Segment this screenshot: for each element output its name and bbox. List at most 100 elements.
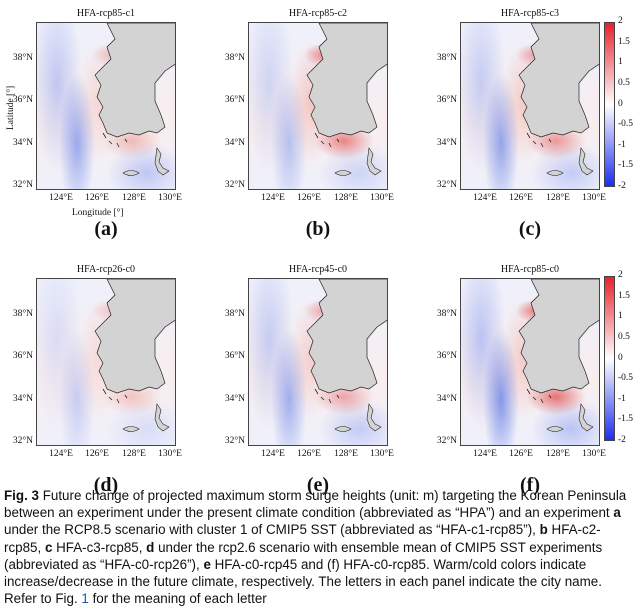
caption-text-6: HFA-c0-rcp45 and (f) HFA-c0-rcp85. Warm/… — [4, 556, 602, 607]
colorbar-tick-label: 1 — [618, 57, 623, 68]
y-tick-label: 32°N — [12, 436, 33, 446]
caption-figure-ref[interactable]: 1 — [81, 591, 89, 607]
colorbar-tick-label: 1.5 — [618, 290, 630, 301]
colorbar-tick-label: 1 — [618, 311, 623, 322]
y-tick-label: 32°N — [436, 180, 457, 190]
x-tick-label: 128°E — [334, 449, 358, 459]
x-tick-label: 126°E — [85, 449, 109, 459]
x-tick-label: 130°E — [370, 449, 394, 459]
panel-title: HFA-rcp85-c1 — [76, 8, 136, 19]
x-tick-label: 130°E — [582, 193, 606, 203]
colorbar-tick-label: 2 — [618, 16, 623, 26]
colorbar-tick-label: -1.5 — [618, 414, 634, 425]
map-panel — [460, 22, 600, 190]
colorbar-top — [604, 22, 615, 187]
caption-text-3: HFA-c2-rcp85, — [4, 522, 601, 555]
caption-d: d — [146, 539, 155, 555]
panel-letter: (b) — [305, 218, 331, 240]
colorbar-tick-label: 0.5 — [618, 77, 630, 88]
panel-title: HFA-rcp26-c0 — [76, 264, 136, 275]
colorbar-tick-label: 0.5 — [618, 331, 630, 342]
y-tick-label: 36°N — [436, 351, 457, 361]
ylabel: Latitude [°] — [6, 85, 16, 130]
y-tick-label: 38°N — [224, 309, 245, 319]
panel-letter: (f) — [520, 474, 540, 496]
peninsula-land — [518, 23, 599, 176]
y-tick-label: 34°N — [12, 138, 33, 148]
x-tick-label: 126°E — [297, 449, 321, 459]
x-tick-label: 130°E — [158, 449, 182, 459]
colorbar-tick-label: -0.5 — [618, 119, 634, 130]
x-tick-label: 126°E — [297, 193, 321, 203]
y-tick-label: 38°N — [436, 53, 457, 63]
y-tick-label: 38°N — [436, 309, 457, 319]
y-tick-label: 32°N — [224, 180, 245, 190]
colorbar-tick-label: 0 — [618, 352, 623, 363]
x-tick-label: 124°E — [473, 193, 497, 203]
x-tick-label: 124°E — [49, 449, 73, 459]
x-tick-label: 128°E — [122, 193, 146, 203]
y-tick-label: 34°N — [224, 138, 245, 148]
colorbar-tick-label: 0 — [618, 98, 623, 109]
map-panel — [36, 22, 176, 190]
panel-letter: (e) — [306, 474, 330, 496]
x-tick-label: 126°E — [509, 449, 533, 459]
colorbar-tick-label: -1.5 — [618, 160, 634, 171]
x-tick-label: 124°E — [261, 193, 285, 203]
colorbar-tick-label: 1.5 — [618, 36, 630, 47]
peninsula-land — [94, 23, 175, 176]
figure-caption: Fig. 3 Future change of projected maximu… — [4, 487, 636, 607]
panel-letter: (a) — [94, 218, 118, 240]
caption-text-4: HFA-c3-rcp85, — [52, 539, 147, 555]
x-tick-label: 126°E — [509, 193, 533, 203]
x-tick-label: 124°E — [473, 449, 497, 459]
y-tick-label: 36°N — [436, 95, 457, 105]
x-tick-label: 130°E — [582, 449, 606, 459]
x-tick-label: 130°E — [370, 193, 394, 203]
caption-b: b — [539, 522, 548, 538]
caption-a: a — [613, 505, 621, 521]
panel-letter: (c) — [518, 218, 542, 240]
x-tick-label: 128°E — [122, 449, 146, 459]
peninsula-land — [94, 279, 175, 432]
x-tick-label: 128°E — [546, 449, 570, 459]
peninsula-land — [306, 279, 387, 432]
colorbar-tick-label: 2 — [618, 270, 623, 280]
colorbar-tick-label: -1 — [618, 393, 626, 404]
caption-e: e — [203, 556, 211, 572]
y-tick-label: 34°N — [436, 394, 457, 404]
panel-title: HFA-rcp85-c3 — [500, 8, 560, 19]
map-panel — [248, 278, 388, 446]
map-panel — [248, 22, 388, 190]
x-tick-label: 130°E — [158, 193, 182, 203]
y-tick-label: 34°N — [12, 394, 33, 404]
x-tick-label: 124°E — [261, 449, 285, 459]
peninsula-land — [306, 23, 387, 176]
y-tick-label: 38°N — [12, 309, 33, 319]
x-tick-label: 128°E — [546, 193, 570, 203]
caption-text-7: for the meaning of each letter — [88, 591, 267, 607]
caption-text-5: under the rcp2.6 scenario with ensemble … — [4, 539, 603, 572]
panel-title: HFA-rcp85-c2 — [288, 8, 348, 19]
colorbar-bottom — [604, 276, 615, 441]
peninsula-land — [518, 279, 599, 432]
panel-title: HFA-rcp85-c0 — [500, 264, 560, 275]
y-tick-label: 36°N — [12, 95, 33, 105]
panel-title: HFA-rcp45-c0 — [288, 264, 348, 275]
colorbar-tick-label: -1 — [618, 139, 626, 150]
colorbar-tick-label: -2 — [618, 435, 626, 445]
colorbar-tick-label: -2 — [618, 181, 626, 191]
fig-label: Fig. 3 — [4, 488, 39, 503]
caption-text-2: under the RCP8.5 scenario with cluster 1… — [4, 522, 540, 538]
x-tick-label: 126°E — [85, 193, 109, 203]
y-tick-label: 36°N — [12, 351, 33, 361]
y-tick-label: 38°N — [12, 53, 33, 63]
y-tick-label: 32°N — [436, 436, 457, 446]
y-tick-label: 38°N — [224, 53, 245, 63]
x-tick-label: 124°E — [49, 193, 73, 203]
y-tick-label: 36°N — [224, 95, 245, 105]
y-tick-label: 34°N — [436, 138, 457, 148]
caption-text-1: Future change of projected maximum storm… — [4, 488, 627, 521]
y-tick-label: 32°N — [12, 180, 33, 190]
map-panel — [36, 278, 176, 446]
